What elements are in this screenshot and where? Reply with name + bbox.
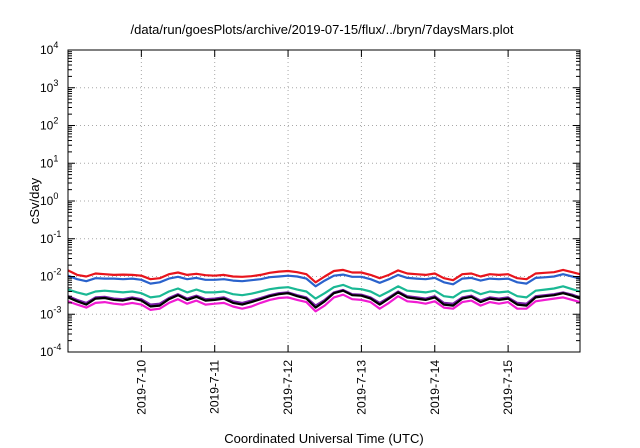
series-line-1 bbox=[67, 268, 581, 284]
y-axis-label: cSv/day bbox=[27, 177, 42, 224]
y-tick-label: 10-3 bbox=[40, 304, 61, 321]
y-tick-label: 101 bbox=[40, 153, 58, 170]
y-tick-label: 10-1 bbox=[40, 229, 61, 246]
y-tick-label: 102 bbox=[40, 116, 58, 133]
chart-title: /data/run/goesPlots/archive/2019-07-15/f… bbox=[131, 22, 514, 37]
x-tick-label: 2019-7-11 bbox=[208, 360, 222, 414]
series-line-2 bbox=[67, 273, 581, 288]
series-line-6 bbox=[67, 293, 581, 313]
series-line-3 bbox=[67, 283, 581, 300]
y-tick-label: 100 bbox=[40, 191, 58, 208]
y-axis-ticks: 104 103 102 101 100 10-1 10-2 10-3 10-4 bbox=[40, 40, 580, 359]
y-tick-label: 103 bbox=[40, 78, 58, 95]
y-tick-label: 10-4 bbox=[40, 342, 61, 359]
x-tick-label: 2019-7-15 bbox=[501, 360, 515, 415]
x-axis-ticks: 2019-7-10 2019-7-11 2019-7-12 2019-7-13 2019… bbox=[134, 50, 515, 415]
x-axis-label: Coordinated Universal Time (UTC) bbox=[224, 431, 423, 446]
y-tick-label: 10-2 bbox=[40, 267, 61, 284]
x-tick-label: 2019-7-13 bbox=[354, 360, 368, 415]
x-tick-label: 2019-7-14 bbox=[428, 360, 442, 415]
series-line-5 bbox=[67, 289, 581, 309]
series-lines bbox=[67, 268, 581, 313]
x-tick-label: 2019-7-12 bbox=[281, 360, 295, 415]
y-tick-label: 104 bbox=[40, 40, 58, 57]
x-tick-label: 2019-7-10 bbox=[134, 360, 148, 415]
